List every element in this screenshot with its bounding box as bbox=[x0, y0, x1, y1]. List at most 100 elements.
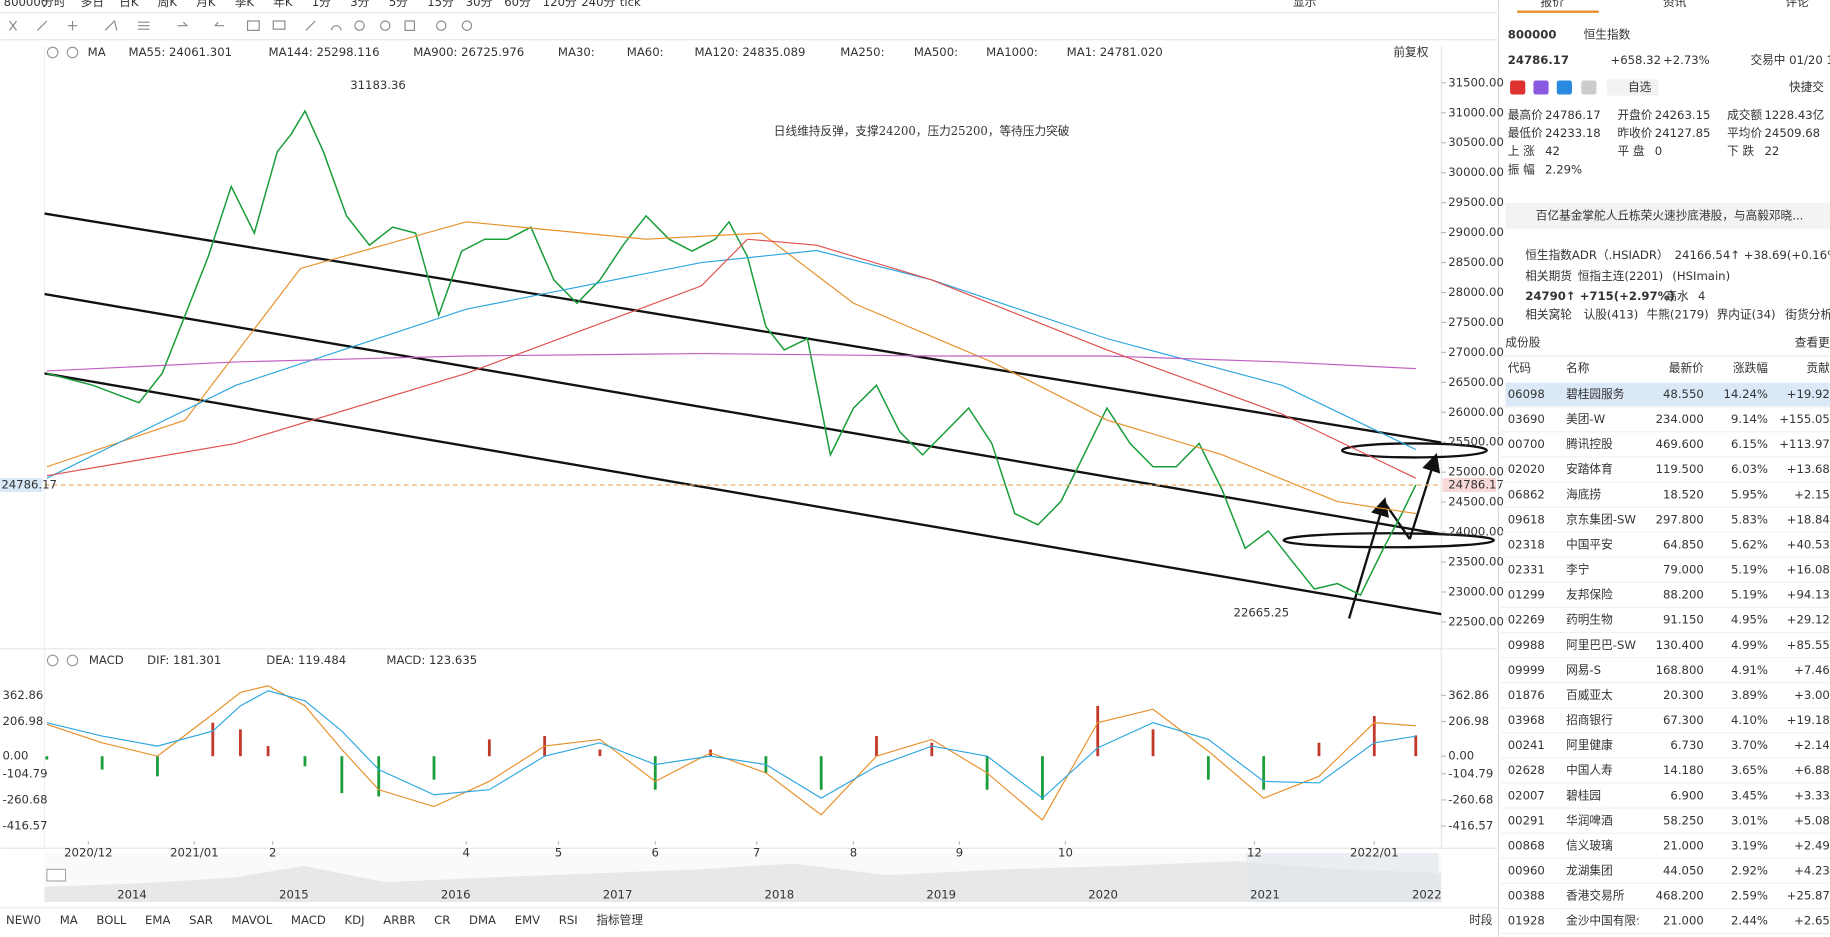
indicator-tab[interactable]: EMV bbox=[515, 913, 540, 927]
futures-name[interactable]: 恒指主连(2201) bbox=[1578, 269, 1663, 283]
more-link[interactable]: 查看更多 bbox=[1795, 336, 1830, 350]
overview-window[interactable] bbox=[1246, 852, 1439, 902]
indicator-tab[interactable]: MACD bbox=[291, 913, 326, 927]
period-tab[interactable]: 15分 bbox=[427, 0, 454, 9]
indicator-tab[interactable]: RSI bbox=[559, 913, 578, 927]
indicator-tab[interactable]: BOLL bbox=[96, 913, 126, 927]
table-row[interactable]: 09999 网易-S 168.800 4.91% +7.46 bbox=[1500, 663, 1830, 684]
indicator-tab[interactable]: NEW0 bbox=[6, 913, 41, 927]
column-header[interactable]: 贡献 bbox=[1807, 361, 1830, 375]
table-row[interactable]: 06098 碧桂园服务 48.550 14.24% +19.92 bbox=[1500, 387, 1830, 408]
settings-icon[interactable] bbox=[46, 654, 59, 667]
last-price-label: 24786.17 bbox=[1448, 478, 1504, 492]
column-header[interactable]: 最新价 bbox=[1669, 361, 1704, 375]
close-icon[interactable] bbox=[66, 46, 79, 59]
column-header[interactable]: 涨跌幅 bbox=[1733, 361, 1768, 375]
period-tab[interactable]: 5分 bbox=[389, 0, 408, 9]
action-icon[interactable] bbox=[1510, 80, 1526, 95]
table-row[interactable]: 00388 香港交易所 468.200 2.59% +25.87 bbox=[1500, 889, 1830, 909]
warrant-link[interactable]: 界内证(34) bbox=[1717, 308, 1776, 322]
table-row[interactable]: 02318 中国平安 64.850 5.62% +40.53 bbox=[1500, 537, 1830, 558]
table-row[interactable]: 00241 阿里健康 6.730 3.70% +2.14 bbox=[1500, 738, 1830, 759]
table-row[interactable]: 01299 友邦保险 88.200 5.19% +94.13 bbox=[1500, 588, 1830, 608]
stat-label: 最高价 bbox=[1508, 108, 1543, 122]
table-cell: 香港交易所 bbox=[1566, 889, 1625, 903]
period-tab[interactable]: 1分 bbox=[312, 0, 331, 9]
indicator-tab[interactable]: MA bbox=[60, 913, 78, 927]
watch-button[interactable] bbox=[1606, 79, 1659, 96]
warrant-link[interactable]: 认股(413) bbox=[1584, 308, 1639, 322]
drawing-tools[interactable] bbox=[9, 19, 473, 31]
table-cell: 58.250 bbox=[1663, 813, 1704, 827]
indicator-tab[interactable]: ARBR bbox=[383, 913, 415, 927]
overview-toggle[interactable] bbox=[46, 868, 67, 882]
panel-tab[interactable]: 报价 bbox=[1540, 0, 1564, 9]
annotation-text: 日线维持反弹，支撑24200，压力25200，等待压力突破 bbox=[774, 124, 1070, 138]
close-icon[interactable] bbox=[66, 654, 79, 667]
news-headline[interactable]: 百亿基金掌舵人丘栋荣火速抄底港股，与高毅邓晓... bbox=[1536, 208, 1804, 222]
table-row[interactable]: 00868 信义玻璃 21.000 3.19% +2.49 bbox=[1500, 838, 1830, 859]
warrant-link[interactable]: 牛熊(2179) bbox=[1647, 308, 1709, 322]
settings-icon[interactable] bbox=[46, 46, 59, 59]
table-row[interactable]: 02331 李宁 79.000 5.19% +16.08 bbox=[1500, 563, 1830, 583]
table-row[interactable]: 02269 药明生物 91.150 4.95% +29.12 bbox=[1500, 613, 1830, 634]
action-icon[interactable] bbox=[1556, 80, 1572, 95]
indicator-tab[interactable]: EMA bbox=[145, 913, 170, 927]
table-row[interactable]: 02020 安踏体育 119.500 6.03% +13.68 bbox=[1500, 462, 1830, 483]
panel-tab[interactable]: 资讯 bbox=[1663, 0, 1687, 9]
table-cell: +155.05 bbox=[1779, 412, 1830, 426]
action-icon[interactable] bbox=[1581, 80, 1597, 95]
y-tick-label: 26500.00 bbox=[1448, 375, 1504, 389]
adjust-toggle[interactable]: 前复权 bbox=[1393, 45, 1428, 59]
period-tab[interactable]: 60分 bbox=[504, 0, 531, 9]
period-tab[interactable]: 年K bbox=[273, 0, 293, 9]
table-cell: 4.91% bbox=[1731, 663, 1768, 677]
action-icon[interactable] bbox=[1533, 80, 1549, 95]
period-tab[interactable]: 月K bbox=[196, 0, 216, 9]
table-row[interactable]: 00700 腾讯控股 469.600 6.15% +113.97 bbox=[1500, 437, 1830, 458]
table-row[interactable]: 01876 百威亚太 20.300 3.89% +3.00 bbox=[1500, 688, 1830, 709]
period-tab[interactable]: 分时 bbox=[42, 0, 66, 9]
adr-name[interactable]: 恒生指数ADR（.HSIADR） bbox=[1525, 248, 1668, 262]
table-cell: 信义玻璃 bbox=[1566, 838, 1613, 852]
display-menu[interactable]: 显示 bbox=[1293, 0, 1316, 9]
indicator-tab[interactable]: MAVOL bbox=[231, 913, 272, 927]
period-tab[interactable]: 120分 bbox=[543, 0, 577, 9]
table-cell: 3.70% bbox=[1731, 738, 1768, 752]
period-tab[interactable]: 30分 bbox=[466, 0, 493, 9]
panel-tab[interactable]: 评论 bbox=[1785, 0, 1809, 9]
column-header[interactable]: 名称 bbox=[1566, 361, 1590, 375]
table-row[interactable]: 03968 招商银行 67.300 4.10% +19.18 bbox=[1500, 713, 1830, 734]
indicator-tab[interactable]: 指标管理 bbox=[596, 913, 643, 927]
table-row[interactable]: 00960 龙湖集团 44.050 2.92% +4.23 bbox=[1500, 864, 1830, 884]
period-tab[interactable]: 3分 bbox=[350, 0, 369, 9]
indicator-tab[interactable]: CR bbox=[434, 913, 450, 927]
warrant-link[interactable]: 街货分析 bbox=[1785, 308, 1830, 322]
table-cell: 00291 bbox=[1508, 813, 1545, 827]
y-tick-label: 27500.00 bbox=[1448, 315, 1504, 329]
period-tab[interactable]: 季K bbox=[235, 0, 255, 9]
table-row[interactable]: 09618 京东集团-SW 297.800 5.83% +18.84 bbox=[1500, 512, 1830, 533]
indicator-tab[interactable]: SAR bbox=[189, 913, 213, 927]
table-row[interactable]: 00291 华润啤酒 58.250 3.01% +5.08 bbox=[1500, 813, 1830, 834]
period-tab[interactable]: 时段 bbox=[1469, 913, 1493, 927]
news-box[interactable] bbox=[1505, 203, 1830, 229]
period-tab[interactable]: 多日 bbox=[81, 0, 104, 9]
period-tab[interactable]: 周K bbox=[158, 0, 178, 9]
indicator-name[interactable]: MA bbox=[88, 45, 106, 59]
table-row[interactable]: 03690 美团-W 234.000 9.14% +155.05 bbox=[1500, 412, 1830, 433]
period-tab[interactable]: tick bbox=[620, 0, 641, 9]
table-row[interactable]: 09988 阿里巴巴-SW 130.400 4.99% +85.55 bbox=[1500, 638, 1830, 659]
table-cell: 百威亚太 bbox=[1566, 688, 1613, 702]
column-header[interactable]: 代码 bbox=[1508, 361, 1531, 375]
table-row[interactable]: 02628 中国人寿 14.180 3.65% +6.88 bbox=[1500, 763, 1830, 784]
period-tab[interactable]: 240分 bbox=[581, 0, 615, 9]
table-row[interactable]: 01928 金沙中国有限公司 21.000 2.44% +2.65 bbox=[1500, 914, 1830, 935]
table-row[interactable]: 06862 海底捞 18.520 5.95% +2.15 bbox=[1500, 487, 1830, 508]
indicator-tab[interactable]: DMA bbox=[469, 913, 496, 927]
indicator-tab[interactable]: KDJ bbox=[345, 913, 365, 927]
table-row[interactable]: 02007 碧桂园 6.900 3.45% +3.33 bbox=[1500, 788, 1830, 809]
period-tab[interactable]: 日K bbox=[119, 0, 139, 9]
period-tab[interactable]: 800000 bbox=[4, 0, 49, 9]
indicator-name[interactable]: MACD bbox=[89, 653, 124, 667]
